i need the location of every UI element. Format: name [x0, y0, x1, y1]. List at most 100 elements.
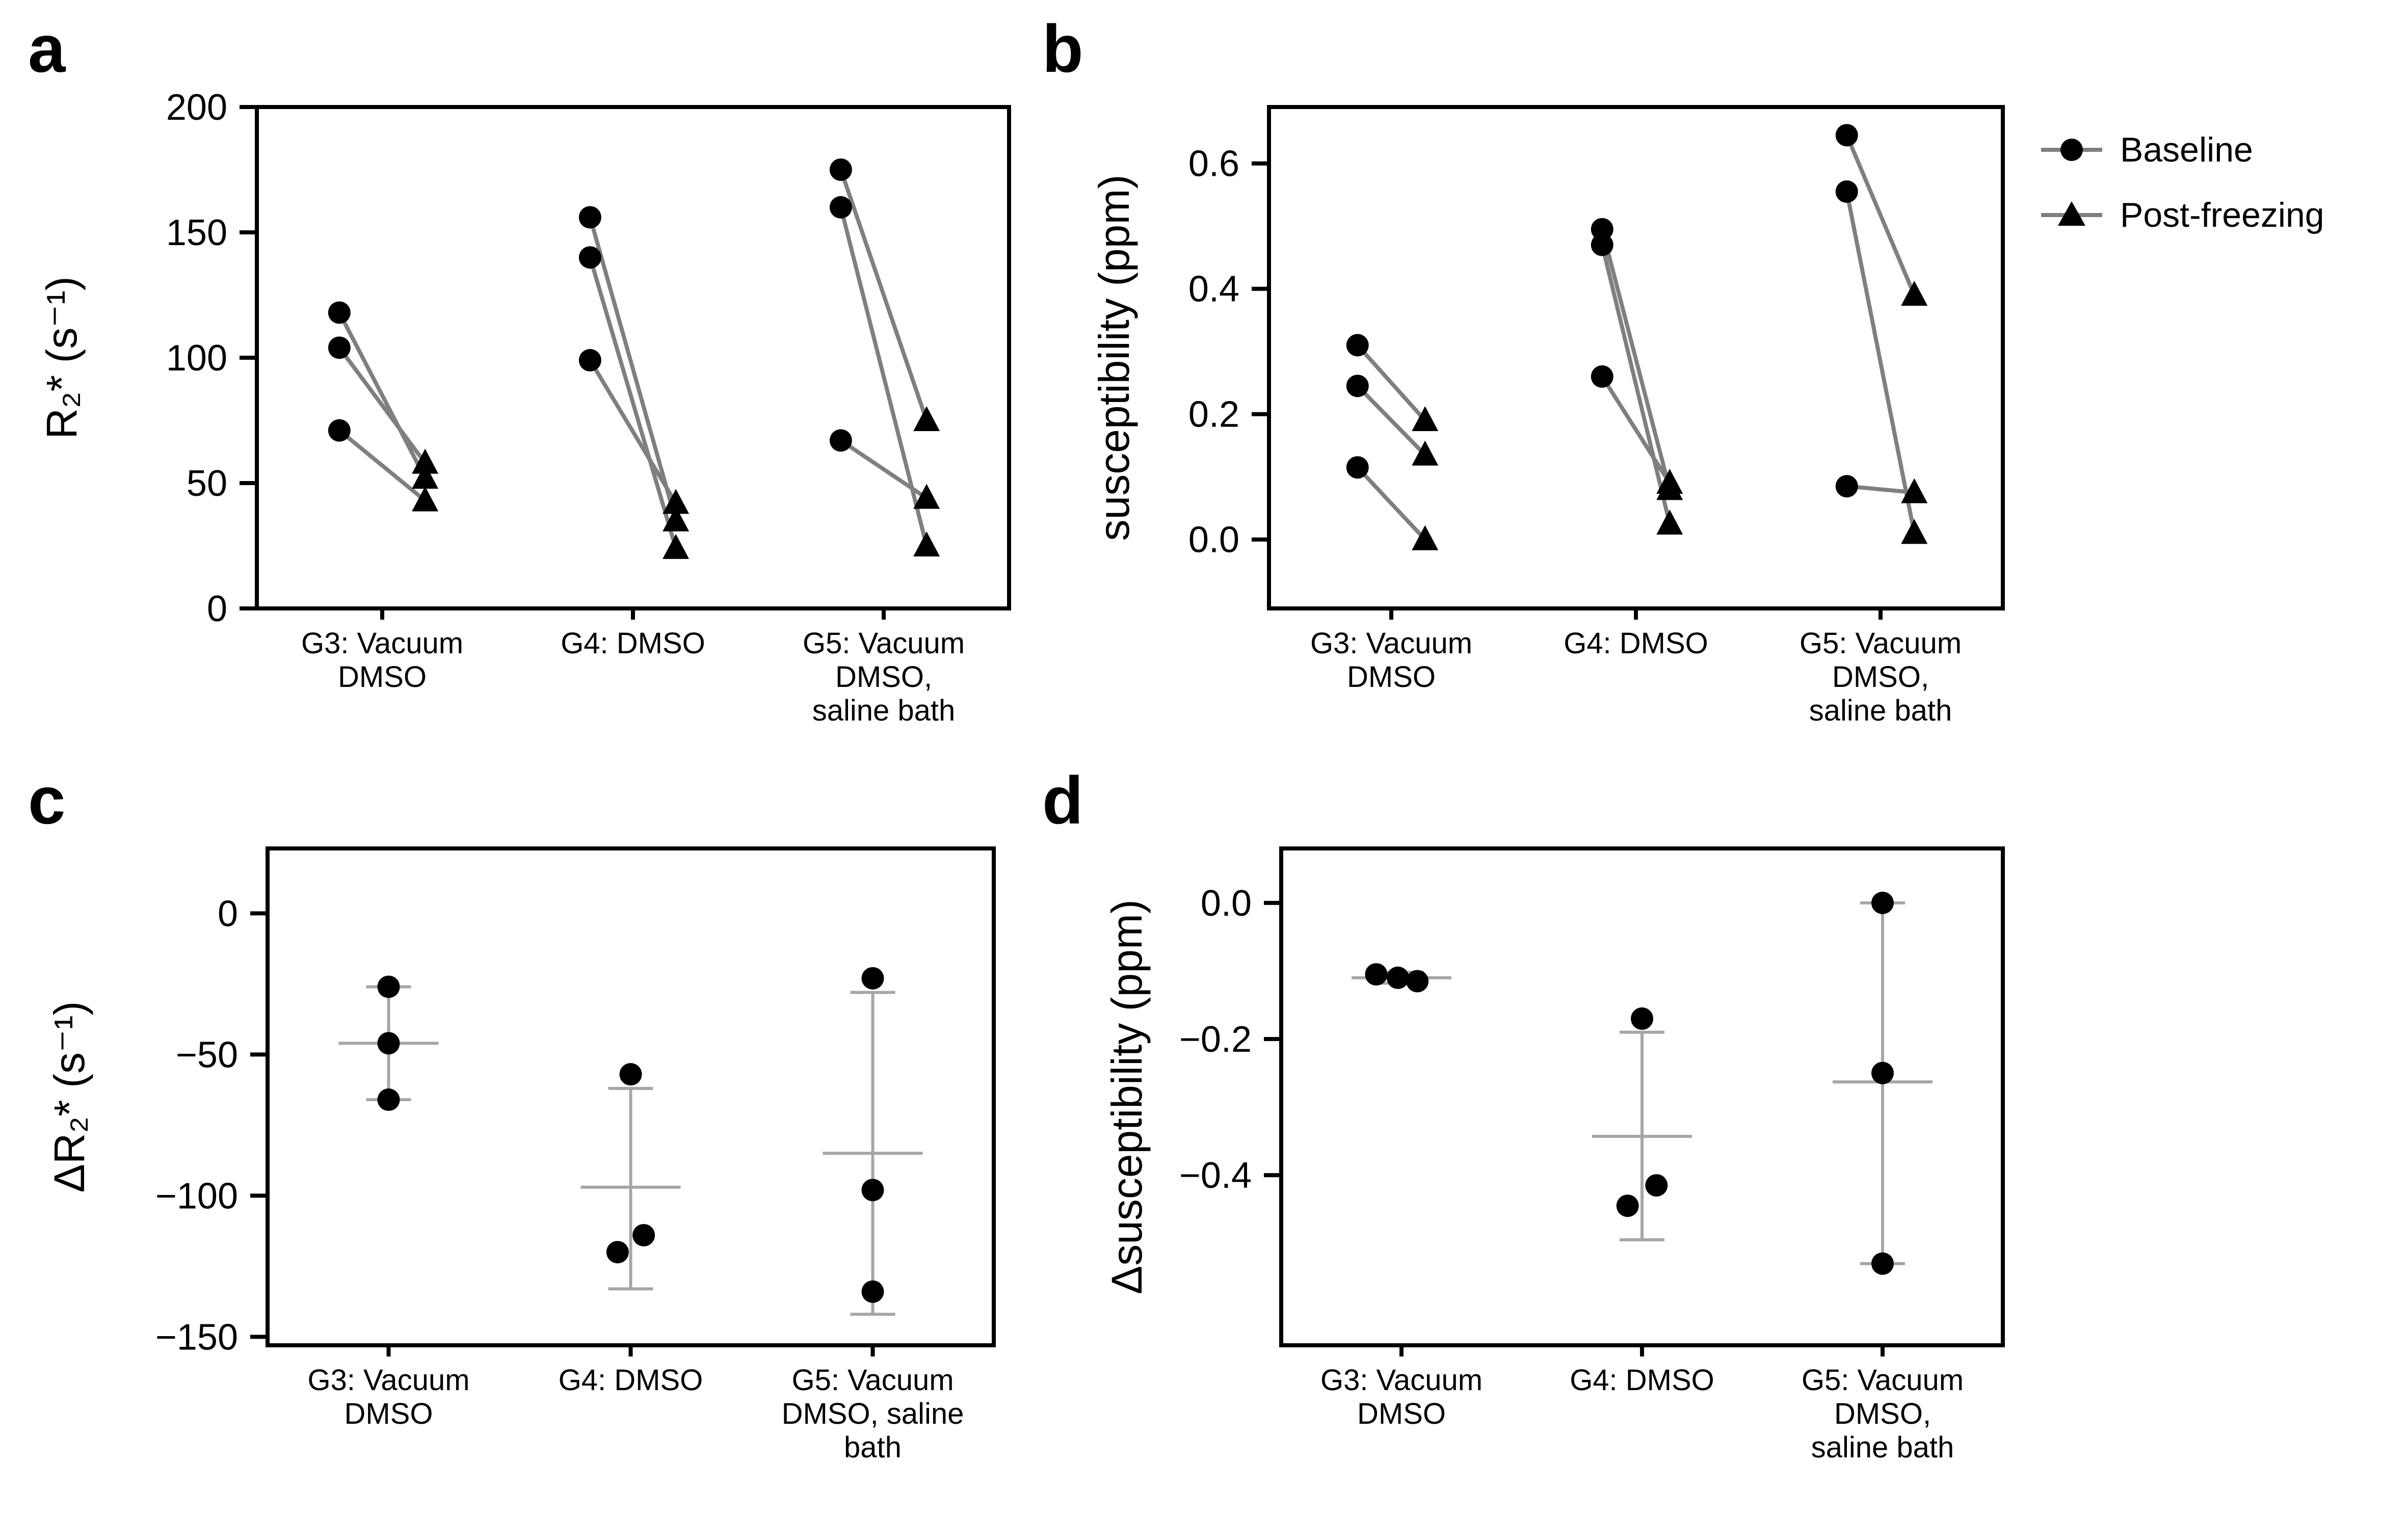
post-freezing-point	[1656, 469, 1683, 494]
data-point	[1616, 1194, 1639, 1217]
panel-label-a: a	[28, 11, 66, 86]
x-category-label: saline bath	[812, 694, 956, 727]
post-freezing-point	[412, 448, 439, 474]
y-tick-label: 0.0	[1188, 520, 1239, 561]
x-category-label: G4: DMSO	[1570, 1364, 1714, 1397]
x-category-label: saline bath	[1811, 1431, 1954, 1464]
y-axis-label: R₂* (s⁻¹)	[38, 276, 86, 439]
data-point	[1365, 963, 1388, 986]
baseline-point	[578, 206, 601, 229]
data-point	[377, 1032, 400, 1055]
x-category-label: G3: Vacuum	[1320, 1364, 1483, 1397]
post-freezing-point	[913, 484, 940, 509]
post-freezing-point	[663, 506, 690, 531]
pair-line	[1356, 466, 1427, 541]
legend: Baseline Post-freezing	[2039, 130, 2324, 235]
pair-line	[338, 429, 427, 502]
data-point	[632, 1224, 655, 1246]
y-tick-label: 0.6	[1188, 144, 1239, 184]
post-freezing-point	[412, 464, 439, 489]
baseline-point	[829, 158, 852, 181]
x-category-label: G3: Vacuum	[1310, 627, 1472, 660]
plot-frame	[255, 105, 1011, 610]
pair-line	[337, 311, 427, 480]
post-freezing-point	[1901, 281, 1928, 306]
x-category-label: G5: Vacuum	[803, 627, 965, 660]
y-tick-label: 0.2	[1188, 394, 1239, 435]
y-axis-label: susceptibility (ppm)	[1090, 175, 1138, 541]
data-point	[861, 967, 884, 990]
post-freezing-point	[1901, 478, 1928, 503]
pair-line	[1600, 244, 1672, 524]
baseline-point	[829, 429, 852, 452]
post-freezing-point	[1656, 509, 1683, 535]
pair-line	[588, 359, 678, 504]
x-category-label: G5: Vacuum	[1802, 1364, 1964, 1397]
post-freezing-point	[913, 531, 940, 556]
y-axis-label: Δsusceptibility (ppm)	[1103, 899, 1151, 1294]
data-point	[1871, 1061, 1894, 1084]
post-freezing-point	[663, 489, 690, 514]
x-category-label: DMSO,	[1834, 1397, 1931, 1430]
panel-label-d: d	[1042, 763, 1083, 838]
legend-label-post-freezing: Post-freezing	[2120, 196, 2324, 234]
post-freezing-point	[663, 534, 690, 559]
pair-line	[588, 257, 678, 549]
pair-line	[1845, 134, 1916, 296]
data-point	[1645, 1174, 1668, 1197]
pair-line	[337, 346, 427, 465]
y-tick-label: 0	[218, 893, 238, 934]
baseline-point	[578, 349, 601, 371]
baseline-point	[1346, 456, 1369, 479]
y-tick-label: 150	[166, 212, 227, 253]
x-category-label: DMSO	[1347, 660, 1436, 694]
baseline-point	[829, 196, 852, 219]
y-tick-label: −150	[155, 1317, 238, 1358]
baseline-point	[1835, 124, 1858, 147]
x-category-label: DMSO,	[835, 660, 932, 694]
post-freezing-point	[1901, 519, 1928, 544]
baseline-point	[1835, 180, 1858, 203]
pair-line	[839, 169, 929, 421]
panel-label-b: b	[1042, 11, 1083, 86]
baseline-point	[1591, 233, 1613, 256]
data-point	[1631, 1007, 1653, 1030]
baseline-point	[1346, 334, 1369, 357]
y-tick-label: 0.4	[1188, 269, 1239, 310]
pair-line	[1600, 228, 1672, 490]
panel-label-c: c	[28, 763, 66, 838]
y-tick-label: 50	[187, 463, 227, 504]
post-freezing-triangle-icon	[2041, 201, 2102, 226]
data-point	[861, 1280, 884, 1303]
baseline-point	[328, 336, 351, 359]
data-point	[377, 1088, 400, 1111]
baseline-point	[1346, 375, 1369, 397]
x-category-label: G5: Vacuum	[791, 1364, 954, 1397]
x-category-label: DMSO	[338, 660, 427, 694]
y-tick-label: −50	[176, 1034, 238, 1075]
post-freezing-point	[1412, 440, 1439, 466]
post-freezing-point	[1412, 525, 1439, 550]
baseline-point	[1835, 475, 1858, 498]
x-category-label: bath	[844, 1431, 902, 1464]
post-freezing-point	[412, 486, 439, 512]
data-point	[1871, 1252, 1894, 1275]
pair-line	[588, 217, 678, 521]
baseline-point	[328, 419, 351, 442]
y-tick-label: 0.0	[1201, 883, 1252, 924]
x-category-label: DMSO, saline	[782, 1397, 964, 1430]
pair-line	[1600, 375, 1672, 485]
x-category-label: DMSO,	[1832, 660, 1929, 694]
data-point	[377, 975, 400, 998]
y-tick-label: 0	[207, 589, 227, 629]
y-tick-label: 200	[166, 87, 227, 128]
data-point	[619, 1063, 642, 1086]
x-category-label: G5: Vacuum	[1800, 627, 1962, 660]
x-category-label: G4: DMSO	[561, 627, 705, 660]
x-category-label: DMSO	[1357, 1397, 1446, 1430]
baseline-point	[328, 301, 351, 324]
x-category-label: G4: DMSO	[1564, 627, 1708, 660]
y-tick-label: −0.2	[1179, 1019, 1252, 1060]
